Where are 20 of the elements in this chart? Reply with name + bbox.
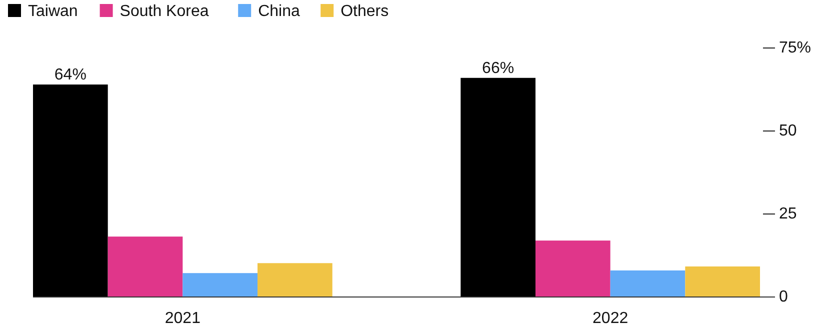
bar	[182, 273, 258, 297]
bar	[33, 84, 108, 297]
x-tick-label: 2021	[164, 310, 201, 327]
legend-label: Others	[340, 3, 389, 20]
data-label: 64%	[54, 66, 86, 84]
x-tick-label: 2022	[592, 310, 628, 327]
bar	[258, 263, 332, 297]
legend-label: China	[258, 3, 300, 20]
bar	[460, 78, 536, 297]
y-tick-label: 50	[779, 122, 797, 140]
legend-label: South Korea	[120, 3, 209, 20]
bar	[108, 236, 183, 297]
y-tick-label: 25	[779, 206, 797, 222]
y-tick-label: 0	[779, 288, 788, 306]
legend-label: Taiwan	[28, 3, 78, 20]
data-label: 66%	[482, 60, 514, 77]
bar	[535, 240, 610, 297]
bar	[685, 266, 760, 297]
y-tick-label: 75%	[779, 40, 812, 56]
bar	[610, 270, 686, 297]
